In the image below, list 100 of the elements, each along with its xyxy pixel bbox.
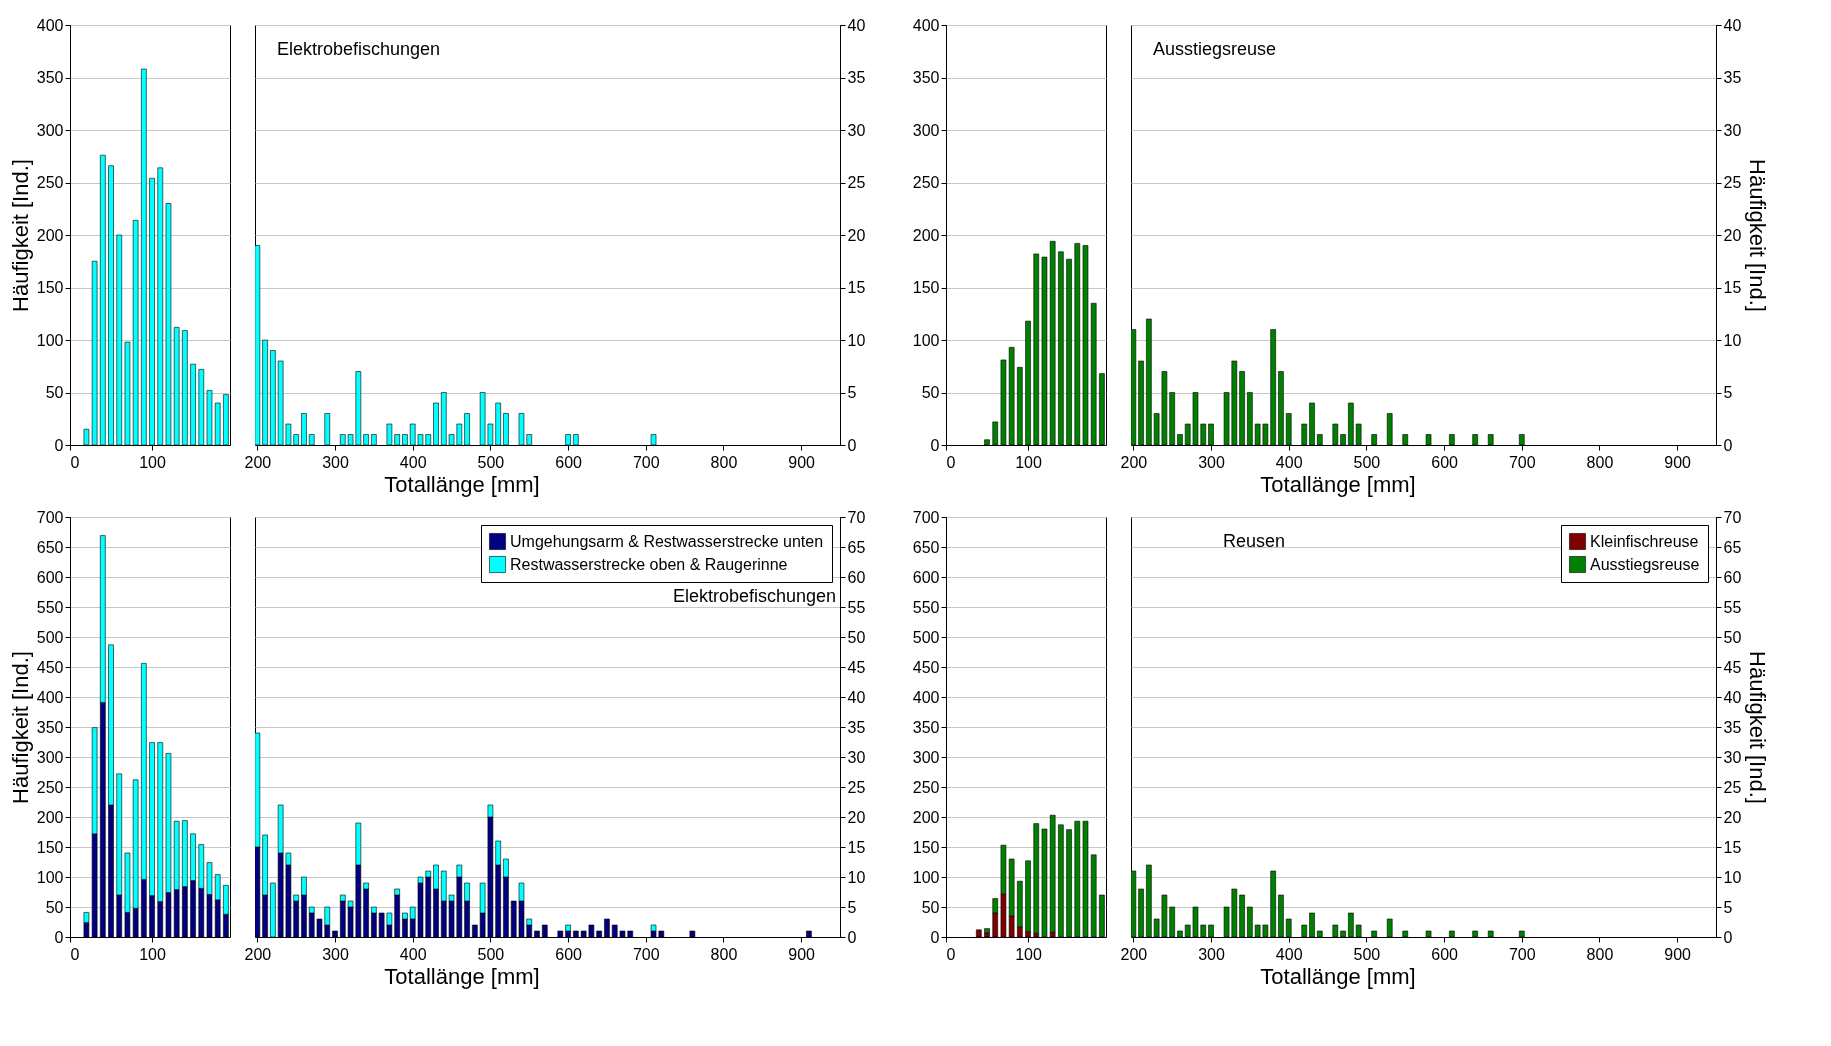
legend-label: Ausstiegsreuse bbox=[1590, 555, 1700, 573]
x-tick-label: 600 bbox=[555, 453, 583, 471]
y-tick-label: 700 bbox=[36, 508, 64, 526]
y2-tick-label: 0 bbox=[847, 928, 857, 946]
x-tick-label: 400 bbox=[1275, 945, 1303, 963]
y-tick-label: 250 bbox=[912, 778, 940, 796]
y-tick-label: 450 bbox=[36, 658, 64, 676]
y-tick-label: 250 bbox=[36, 778, 64, 796]
x-tick-label: 700 bbox=[1508, 453, 1536, 471]
y-tick-label: 50 bbox=[921, 898, 940, 916]
x-tick-label: 400 bbox=[399, 945, 427, 963]
y2-tick-label: 25 bbox=[1723, 778, 1742, 796]
x-tick-label: 800 bbox=[1586, 945, 1614, 963]
y2-tick-label: 35 bbox=[1723, 718, 1742, 736]
x-tick-label: 500 bbox=[1353, 945, 1381, 963]
bar bbox=[1033, 823, 1040, 934]
y2-tick-label: 30 bbox=[847, 748, 866, 766]
y-tick-label: 200 bbox=[36, 226, 64, 244]
y-tick-label: 200 bbox=[912, 808, 940, 826]
y2-tick-label: 55 bbox=[847, 598, 866, 616]
y-axis-title: Häufigkeit [Ind.] bbox=[7, 159, 33, 312]
x-tick-label: 800 bbox=[710, 453, 738, 471]
y-tick-label: 450 bbox=[912, 658, 940, 676]
x-tick-label: 0 bbox=[946, 453, 956, 471]
y-tick-label: 300 bbox=[36, 748, 64, 766]
y-tick-label: 0 bbox=[930, 928, 940, 946]
y2-axis-title: Häufigkeit [Ind.] bbox=[1745, 651, 1771, 804]
y-tick-label: 650 bbox=[36, 538, 64, 556]
x-tick-label: 500 bbox=[477, 453, 505, 471]
y2-tick-label: 65 bbox=[1723, 538, 1742, 556]
y-tick-label: 600 bbox=[36, 568, 64, 586]
x-tick-label: 300 bbox=[1198, 945, 1225, 963]
x-tick-label: 500 bbox=[477, 945, 505, 963]
x-tick-label: 0 bbox=[70, 945, 80, 963]
y2-tick-label: 20 bbox=[1723, 808, 1742, 826]
y2-tick-label: 45 bbox=[1723, 658, 1742, 676]
y-tick-label: 250 bbox=[36, 174, 64, 191]
y2-tick-label: 30 bbox=[1723, 748, 1742, 766]
y2-tick-label: 15 bbox=[1723, 838, 1742, 856]
x-tick-label: 600 bbox=[555, 945, 583, 963]
y2-tick-label: 5 bbox=[1723, 898, 1733, 916]
x-axis-title: Totallänge [mm] bbox=[384, 471, 540, 497]
x-tick-label: 700 bbox=[632, 453, 660, 471]
y2-tick-label: 60 bbox=[1723, 568, 1742, 586]
y-tick-label: 300 bbox=[912, 748, 940, 766]
y-tick-label: 0 bbox=[54, 928, 64, 946]
y-tick-label: 650 bbox=[912, 538, 940, 556]
text: Reusen bbox=[1223, 531, 1286, 551]
y-tick-label: 600 bbox=[912, 568, 940, 586]
y2-tick-label: 0 bbox=[1723, 928, 1733, 946]
y2-tick-label: 40 bbox=[1723, 688, 1742, 706]
y2-tick-label: 40 bbox=[847, 16, 866, 34]
y-tick-label: 250 bbox=[912, 174, 940, 191]
x-tick-label: 0 bbox=[70, 453, 80, 471]
y-tick-label: 150 bbox=[36, 279, 64, 296]
y2-tick-label: 5 bbox=[1723, 384, 1733, 401]
y-tick-label: 0 bbox=[930, 436, 940, 454]
x-tick-label: 0 bbox=[946, 945, 956, 963]
y2-tick-label: 60 bbox=[847, 568, 866, 586]
y2-tick-label: 5 bbox=[847, 898, 857, 916]
y2-tick-label: 15 bbox=[1723, 279, 1742, 296]
y-tick-label: 350 bbox=[912, 718, 940, 736]
y-tick-label: 100 bbox=[36, 331, 64, 349]
y-tick-label: 550 bbox=[36, 598, 64, 616]
text: Elektrobefischungen bbox=[277, 39, 441, 59]
y-axis-title: Häufigkeit [Ind.] bbox=[7, 651, 33, 804]
y2-tick-label: 35 bbox=[1723, 69, 1742, 86]
y-tick-label: 400 bbox=[912, 16, 940, 34]
y-tick-label: 150 bbox=[912, 279, 940, 296]
bar bbox=[1049, 814, 1056, 933]
y-tick-label: 500 bbox=[36, 628, 64, 646]
y2-tick-label: 10 bbox=[1723, 868, 1742, 886]
y2-tick-label: 25 bbox=[847, 778, 866, 796]
x-tick-label: 200 bbox=[1120, 945, 1148, 963]
legend-label: Umgehungsarm & Restwasserstrecke unten bbox=[510, 532, 824, 550]
y2-axis-title: Häufigkeit [Ind.] bbox=[1745, 159, 1771, 312]
y2-tick-label: 50 bbox=[847, 628, 866, 646]
y2-tick-label: 35 bbox=[847, 69, 866, 86]
x-tick-label: 900 bbox=[1664, 453, 1692, 471]
y2-tick-label: 55 bbox=[1723, 598, 1742, 616]
y2-tick-label: 20 bbox=[847, 226, 866, 244]
x-axis-title: Totallänge [mm] bbox=[384, 963, 540, 989]
x-tick-label: 900 bbox=[788, 453, 816, 471]
x-tick-label: 500 bbox=[1353, 453, 1381, 471]
y-tick-label: 400 bbox=[36, 16, 64, 34]
y-tick-label: 300 bbox=[912, 121, 940, 139]
y-tick-label: 100 bbox=[912, 331, 940, 349]
y-tick-label: 100 bbox=[912, 868, 940, 886]
x-axis-title: Totallänge [mm] bbox=[1260, 963, 1416, 989]
y2-tick-label: 45 bbox=[847, 658, 866, 676]
legend-label: Restwasserstrecke oben & Raugerinne bbox=[510, 555, 788, 573]
y-tick-label: 200 bbox=[912, 226, 940, 244]
y-tick-label: 50 bbox=[45, 384, 64, 401]
y2-tick-label: 10 bbox=[847, 331, 866, 349]
y-tick-label: 300 bbox=[36, 121, 64, 139]
y-tick-label: 0 bbox=[54, 436, 64, 454]
y-tick-label: 400 bbox=[36, 688, 64, 706]
legend-label: Kleinfischreuse bbox=[1590, 532, 1699, 550]
y-tick-label: 350 bbox=[36, 69, 64, 86]
y2-tick-label: 5 bbox=[847, 384, 857, 401]
